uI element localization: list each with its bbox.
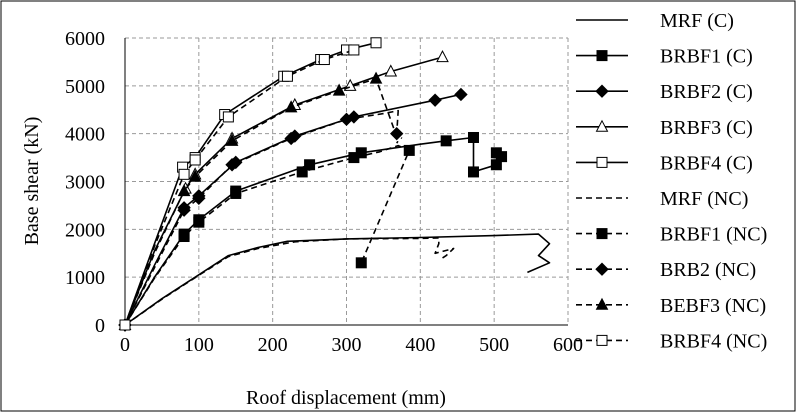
y-tick-label: 5000	[65, 76, 105, 98]
data-point	[192, 191, 206, 205]
data-point	[332, 83, 346, 96]
series-2	[118, 87, 468, 332]
legend-label: BRBF3 (C)	[660, 117, 753, 139]
x-tick-label: 100	[184, 334, 214, 356]
legend-label: BRBF2 (C)	[660, 81, 753, 103]
data-point	[339, 112, 354, 127]
data-point	[281, 70, 293, 82]
data-point	[496, 151, 508, 163]
legend-label: BEBF3 (NC)	[660, 295, 766, 317]
series-layer	[118, 37, 551, 332]
legend-marker	[595, 84, 609, 98]
legend-label: BRBF1 (C)	[660, 46, 753, 68]
legend-label: BRB2 (NC)	[660, 259, 756, 281]
data-point	[436, 50, 449, 63]
series-line	[124, 77, 400, 326]
series-line	[124, 56, 443, 326]
y-tick-label: 4000	[65, 124, 105, 146]
legend-label: BRBF4 (C)	[660, 152, 753, 174]
legend-label: MRF (NC)	[660, 188, 748, 210]
series-line	[124, 144, 411, 326]
x-axis-title: Roof displacement (mm)	[246, 387, 446, 409]
legend-item: BRB2 (NC)	[576, 259, 756, 281]
data-point	[193, 216, 205, 228]
data-point	[230, 187, 242, 199]
x-tick-label: 400	[405, 334, 435, 356]
series-line	[124, 233, 551, 326]
data-point	[296, 166, 308, 178]
legend-marker	[596, 334, 608, 346]
y-tick-label: 2000	[65, 219, 105, 241]
x-tick-label: 200	[258, 334, 288, 356]
series-7	[118, 109, 404, 332]
legend-item: MRF (C)	[576, 10, 734, 32]
data-point	[225, 158, 239, 172]
data-point	[284, 131, 298, 146]
legend-item: MRF (NC)	[576, 188, 748, 210]
legend-label: MRF (C)	[660, 10, 734, 32]
data-point	[189, 154, 201, 166]
legend-item: BEBF3 (NC)	[576, 295, 766, 317]
data-point	[403, 144, 415, 156]
data-point	[225, 133, 239, 146]
data-point	[178, 231, 190, 243]
legend-item: BRBF4 (C)	[576, 152, 753, 174]
x-tick-label: 500	[479, 334, 509, 356]
series-9	[119, 44, 360, 331]
series-5	[124, 237, 455, 326]
data-point	[348, 152, 360, 164]
data-point	[119, 319, 131, 331]
data-point	[369, 71, 383, 84]
data-point	[370, 37, 382, 49]
x-tick-label: 300	[332, 334, 362, 356]
data-point	[389, 126, 404, 141]
series-8	[118, 71, 400, 330]
y-axis-title: Base shear (kN)	[21, 117, 43, 246]
data-point	[384, 64, 398, 77]
y-tick-label: 3000	[65, 172, 105, 194]
legend-label: BRBF1 (NC)	[660, 224, 767, 246]
legend-item: BRBF1 (C)	[576, 46, 753, 68]
data-point	[188, 169, 202, 182]
legend-marker	[596, 50, 608, 62]
data-point	[428, 93, 442, 107]
data-point	[348, 44, 360, 56]
series-3	[118, 50, 449, 330]
data-point	[440, 135, 452, 147]
axis-layer: 0 100 200 300 400 500 600010002000300040005000…	[65, 28, 583, 356]
data-point	[318, 54, 330, 66]
y-tick-label: 6000	[65, 28, 105, 50]
series-0	[124, 233, 551, 326]
data-point	[178, 168, 190, 180]
data-point	[177, 183, 191, 197]
data-point	[454, 87, 468, 102]
legend-marker	[595, 262, 609, 276]
x-tick-label: 0	[120, 334, 130, 356]
data-point	[284, 100, 298, 113]
data-point	[467, 166, 479, 178]
data-point	[355, 257, 367, 269]
series-4	[119, 37, 382, 331]
y-tick-label: 0	[95, 315, 105, 337]
y-tick-label: 1000	[65, 267, 105, 289]
x-tick-label: 600	[553, 334, 583, 356]
legend-marker	[596, 228, 608, 240]
legend-marker	[596, 156, 608, 168]
data-point	[467, 131, 479, 143]
legend-item: BRBF4 (NC)	[576, 330, 767, 352]
legend: MRF (C) BRBF1 (C) BRBF2 (C) BRBF3 (C) BRBF4 …	[576, 10, 767, 352]
legend-label: BRBF4 (NC)	[660, 330, 767, 352]
series-line	[124, 237, 455, 326]
legend-item: BRBF3 (C)	[576, 117, 753, 139]
legend-marker	[595, 119, 609, 132]
legend-item: BRBF2 (C)	[576, 81, 753, 103]
legend-marker	[595, 297, 609, 310]
data-point	[177, 203, 191, 217]
legend-item: BRBF1 (NC)	[576, 224, 767, 246]
data-point	[222, 111, 234, 123]
